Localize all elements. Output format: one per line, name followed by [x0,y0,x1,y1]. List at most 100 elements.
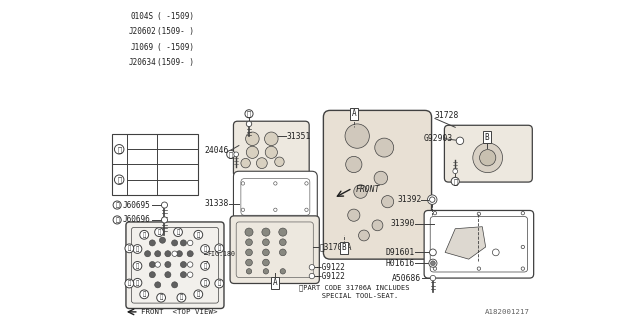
Circle shape [246,268,252,274]
Circle shape [246,249,252,256]
Circle shape [280,268,285,274]
Circle shape [246,121,252,127]
Circle shape [187,251,193,257]
Circle shape [157,293,166,302]
FancyBboxPatch shape [234,121,309,177]
Circle shape [188,272,193,277]
Text: FRONT  <TOP VIEW>: FRONT <TOP VIEW> [141,309,218,315]
Circle shape [262,259,269,266]
Text: ④: ④ [159,295,163,300]
Text: 31390: 31390 [390,220,415,228]
Text: ④: ④ [143,292,146,297]
Circle shape [375,138,394,157]
Circle shape [155,251,161,257]
Circle shape [180,261,186,268]
Circle shape [115,145,124,154]
Circle shape [194,230,203,239]
Circle shape [280,249,286,256]
Circle shape [346,156,362,172]
Circle shape [429,197,435,202]
Text: J60696: J60696 [123,215,150,224]
Circle shape [161,217,168,223]
Text: ③: ③ [128,281,131,286]
Text: ( -1509): ( -1509) [157,43,194,52]
Text: ④: ④ [136,246,139,252]
Circle shape [479,150,496,166]
Circle shape [274,182,277,185]
Circle shape [262,228,270,236]
Text: G92903: G92903 [424,134,452,143]
Text: ②: ② [117,176,121,183]
Text: ④: ④ [204,280,207,286]
Circle shape [245,110,253,118]
Circle shape [521,267,525,270]
Text: 31338: 31338 [204,199,228,208]
Circle shape [453,169,458,174]
Circle shape [279,228,287,236]
Text: ④: ④ [204,246,207,252]
Circle shape [173,228,182,236]
Circle shape [165,261,171,268]
Circle shape [165,251,171,257]
Text: ④: ④ [196,292,200,297]
Text: ④: ④ [157,229,161,235]
Text: ③: ③ [128,245,131,251]
Circle shape [477,267,481,270]
Circle shape [149,272,156,278]
Circle shape [125,244,134,253]
Circle shape [161,202,168,208]
Circle shape [433,267,436,270]
Circle shape [430,276,436,281]
Text: A: A [273,278,277,287]
Circle shape [309,273,315,279]
Circle shape [159,237,166,243]
FancyBboxPatch shape [241,179,310,215]
Circle shape [180,272,186,278]
Text: J20634: J20634 [128,58,156,67]
FancyBboxPatch shape [424,211,534,278]
Circle shape [433,212,436,215]
Circle shape [133,244,142,253]
Circle shape [133,278,142,287]
Text: FRONT: FRONT [355,185,380,194]
Text: —G9122: —G9122 [317,272,344,281]
Circle shape [456,137,463,145]
Text: ④: ④ [136,263,139,269]
Circle shape [305,208,308,212]
Circle shape [246,132,259,146]
Text: ④: ④ [136,280,139,286]
Circle shape [431,261,435,266]
Text: ④: ④ [196,232,200,238]
Circle shape [246,239,252,246]
Circle shape [309,265,315,270]
Circle shape [194,290,203,299]
Circle shape [177,293,186,302]
Circle shape [115,175,124,184]
Circle shape [201,244,209,253]
Circle shape [428,195,437,204]
Circle shape [149,261,156,268]
Circle shape [155,282,161,288]
Circle shape [358,230,369,241]
Circle shape [345,124,369,148]
Bar [112,134,198,195]
Circle shape [429,259,437,267]
FancyBboxPatch shape [230,216,319,284]
Text: ④: ④ [204,263,207,269]
Circle shape [245,228,253,236]
Circle shape [180,240,186,246]
Text: ※31706A: ※31706A [320,243,353,252]
Text: (1509- ): (1509- ) [157,58,194,67]
Text: (1509- ): (1509- ) [157,27,194,36]
Text: 0104S: 0104S [131,12,154,21]
Text: FIG.180: FIG.180 [207,252,235,257]
Circle shape [149,240,156,246]
FancyBboxPatch shape [444,125,532,182]
Text: ③: ③ [218,281,221,286]
Circle shape [125,279,134,288]
Text: B: B [484,133,490,142]
Text: ③: ③ [218,245,221,251]
Circle shape [155,262,161,267]
Circle shape [263,268,269,274]
Circle shape [354,185,367,198]
